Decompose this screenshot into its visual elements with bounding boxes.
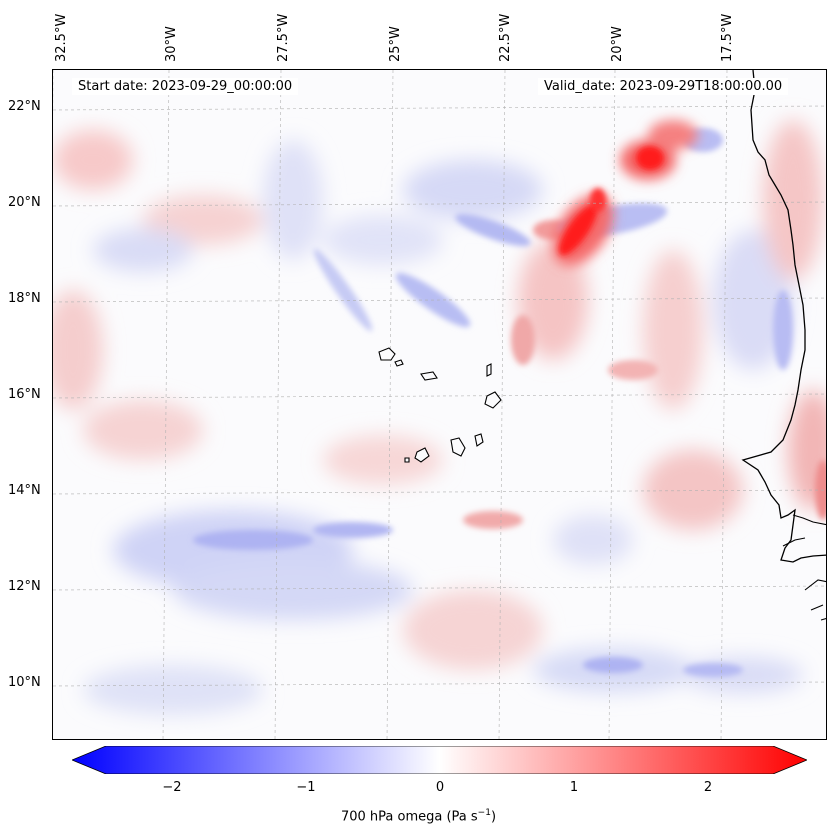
lat-label-16n: 16°N <box>8 387 41 402</box>
lat-label-18n: 18°N <box>8 291 41 306</box>
lat-label-22n: 22°N <box>8 99 41 114</box>
colorbar-title-main: 700 hPa omega (Pa s <box>340 809 478 825</box>
lat-label-10n: 10°N <box>8 675 41 690</box>
coast-senegal-detail <box>782 514 826 621</box>
colorbar-title-suffix: ) <box>490 809 497 825</box>
colorbar-title-sup: −1 <box>477 808 491 818</box>
colorbar <box>72 746 807 774</box>
cbar-tick-minus-1: −1 <box>296 780 316 795</box>
omega-map <box>52 69 827 740</box>
cbar-tick-0: 0 <box>435 780 445 795</box>
lat-label-20n: 20°N <box>8 195 41 210</box>
lon-label-17-5w: 17.5°W <box>720 13 735 62</box>
lat-label-12n: 12°N <box>8 579 41 594</box>
colorbar-title: 700 hPa omega (Pa s−1) <box>0 808 837 824</box>
cbar-tick-1: 1 <box>569 780 579 795</box>
valid-date-label: Valid_date: 2023-09-29T18:00:00.00 <box>538 78 789 95</box>
omega-field <box>53 70 826 739</box>
africa-coastline <box>741 70 826 563</box>
cape-verde-islands <box>378 347 502 463</box>
lon-label-27-5w: 27.5°W <box>276 13 291 62</box>
lat-label-14n: 14°N <box>8 483 41 498</box>
streak-features <box>193 128 826 677</box>
lon-label-30w: 30°W <box>164 26 179 62</box>
lon-label-20w: 20°W <box>610 26 625 62</box>
gridlines <box>53 70 826 739</box>
cbar-tick-2: 2 <box>703 780 713 795</box>
colorbar-body <box>72 746 807 774</box>
diffuse-field <box>53 120 826 715</box>
start-date-label: Start date: 2023-09-29_00:00:00 <box>72 78 299 95</box>
strong-positive-peak <box>558 146 664 256</box>
lon-label-22-5w: 22.5°W <box>498 13 513 62</box>
lon-label-32-5w: 32.5°W <box>54 13 69 62</box>
cbar-tick-minus-2: −2 <box>162 780 182 795</box>
lon-label-25w: 25°W <box>388 26 403 62</box>
